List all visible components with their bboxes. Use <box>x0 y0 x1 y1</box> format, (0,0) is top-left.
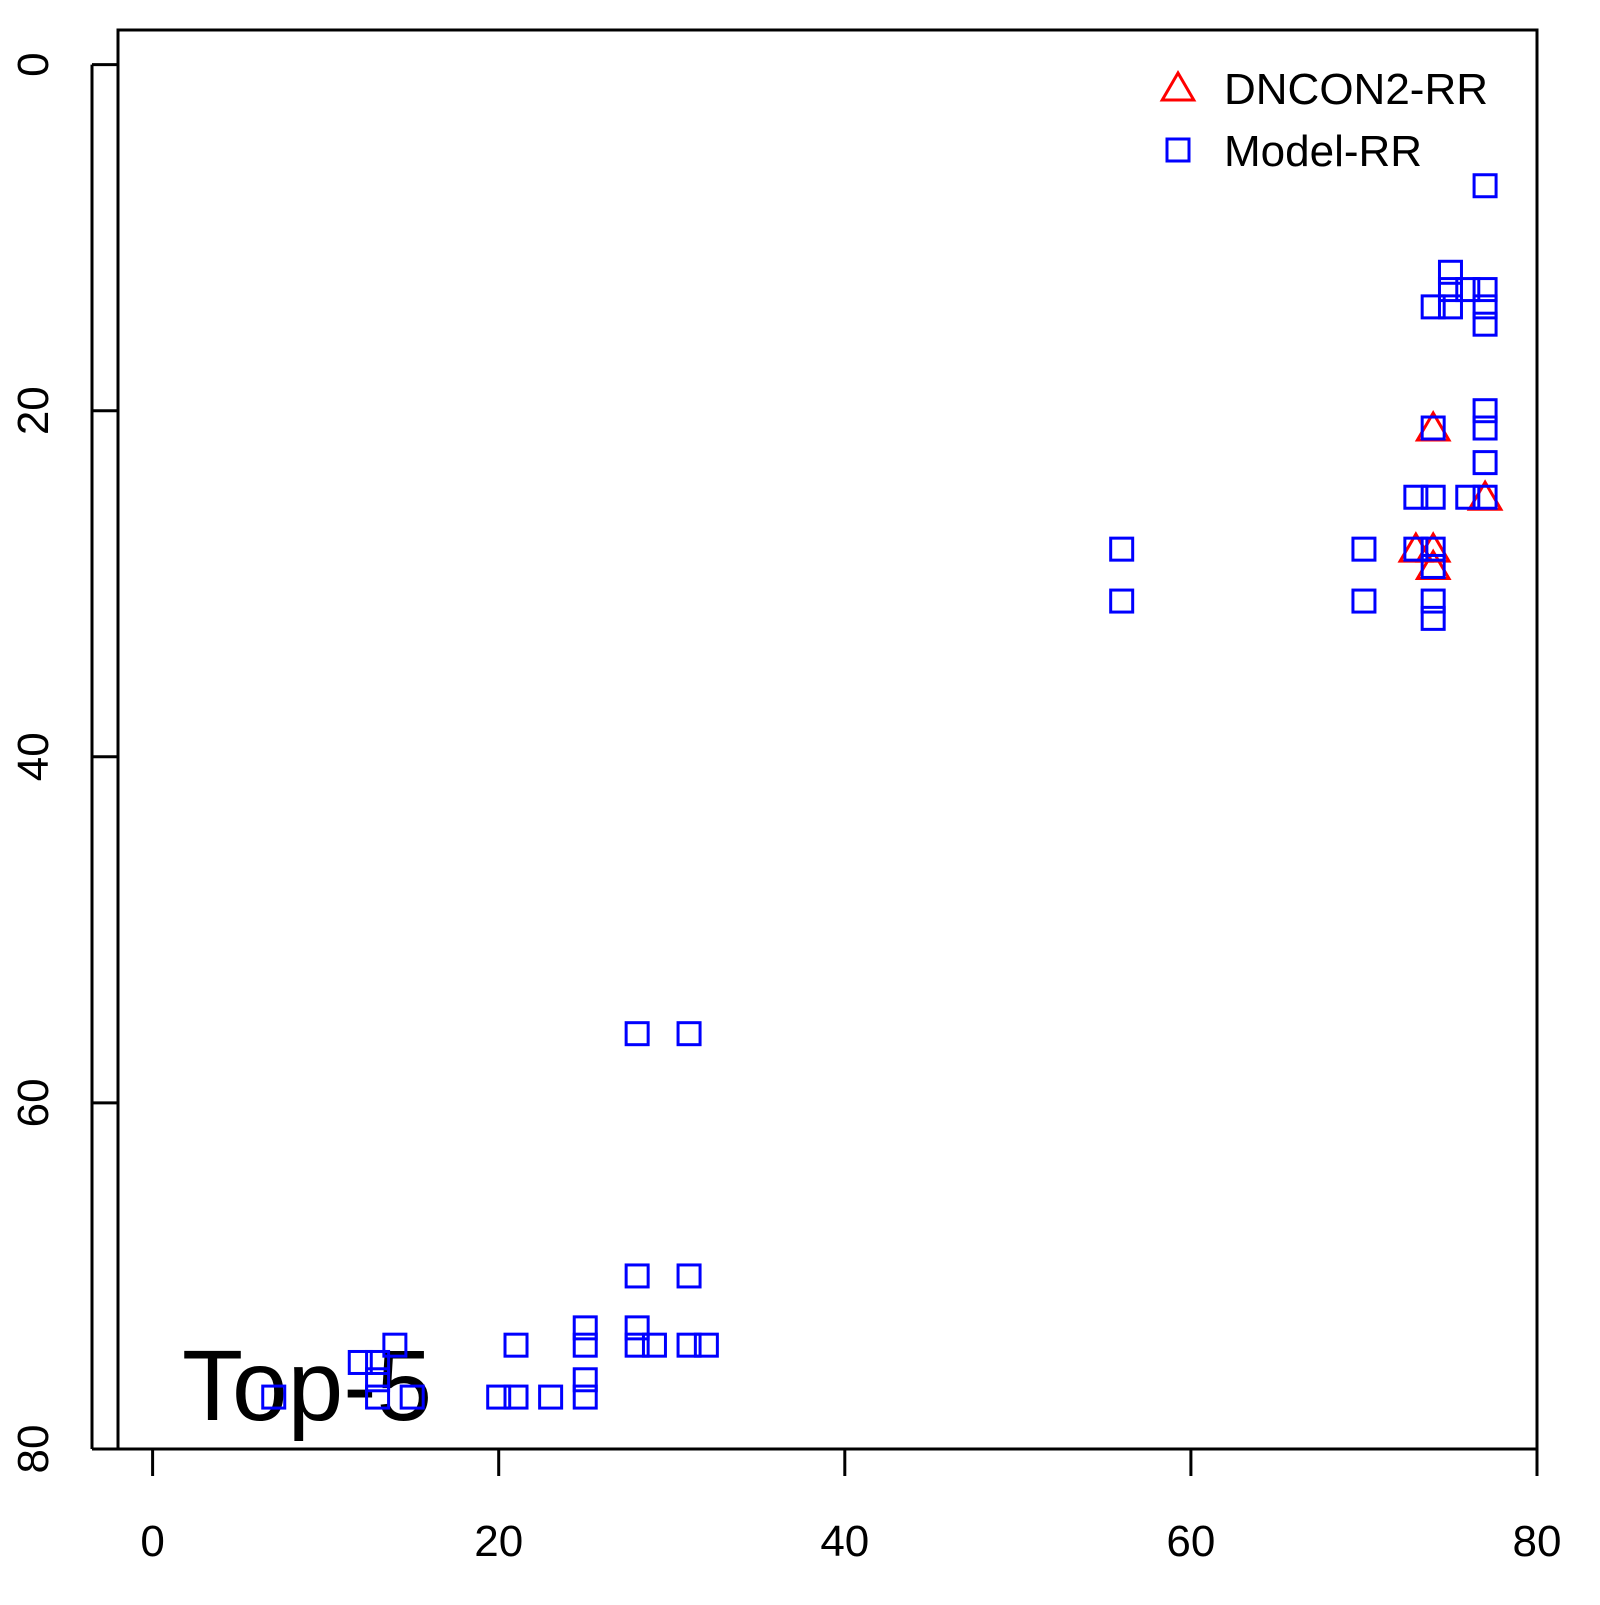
square-marker <box>1351 536 1377 562</box>
square-marker <box>1420 484 1446 510</box>
square-marker <box>693 1332 719 1358</box>
x-tick-label: 60 <box>1166 1517 1215 1566</box>
square-marker <box>1437 294 1463 320</box>
square-marker <box>1420 294 1446 320</box>
x-tick-label: 40 <box>820 1517 869 1566</box>
square-marker <box>1420 605 1446 631</box>
y-tick-label: 20 <box>9 386 58 435</box>
square-marker <box>1403 484 1429 510</box>
legend-label: DNCON2-RR <box>1224 65 1488 114</box>
square-marker <box>1472 415 1498 441</box>
y-tick-label: 80 <box>9 1425 58 1474</box>
x-tick-label: 20 <box>474 1517 523 1566</box>
y-tick-label: 60 <box>9 1078 58 1127</box>
square-marker <box>572 1384 598 1410</box>
square-marker <box>1420 415 1446 441</box>
square-marker <box>572 1315 598 1341</box>
legend-label: Model-RR <box>1224 127 1422 176</box>
legend-marker <box>1165 137 1191 163</box>
square-marker <box>382 1332 408 1358</box>
plot-box <box>116 28 1539 1451</box>
square-marker <box>624 1021 650 1047</box>
square-marker <box>1472 398 1498 424</box>
square-marker <box>1109 536 1135 562</box>
square-marker <box>503 1384 529 1410</box>
square-marker <box>1351 588 1377 614</box>
square-marker <box>676 1332 702 1358</box>
square-marker <box>1420 536 1446 562</box>
x-tick-label: 80 <box>1513 1517 1562 1566</box>
square-marker <box>624 1315 650 1341</box>
square-marker <box>503 1332 529 1358</box>
square-marker <box>1472 484 1498 510</box>
x-tick-label: 0 <box>140 1517 164 1566</box>
square-marker <box>624 1263 650 1289</box>
square-marker <box>1109 588 1135 614</box>
square-marker <box>365 1384 391 1410</box>
square-marker <box>676 1021 702 1047</box>
square-marker <box>347 1349 373 1375</box>
square-marker <box>1472 450 1498 476</box>
square-marker <box>1403 536 1429 562</box>
annotation: Top-5 <box>182 1330 432 1442</box>
square-marker <box>1472 277 1498 303</box>
square-marker <box>486 1384 512 1410</box>
square-marker <box>676 1263 702 1289</box>
square-marker <box>572 1332 598 1358</box>
square-marker <box>1437 277 1463 303</box>
square-marker <box>365 1349 391 1375</box>
square-marker <box>1455 484 1481 510</box>
square-marker <box>1455 277 1481 303</box>
y-tick-label: 0 <box>9 52 58 76</box>
square-marker <box>538 1384 564 1410</box>
y-tick-label: 40 <box>9 732 58 781</box>
square-marker <box>1472 173 1498 199</box>
legend-marker <box>1159 70 1197 102</box>
square-marker <box>1420 553 1446 579</box>
square-marker <box>261 1384 287 1410</box>
square-marker <box>624 1332 650 1358</box>
square-marker <box>572 1367 598 1393</box>
square-marker <box>1472 311 1498 337</box>
square-marker <box>1420 588 1446 614</box>
square-marker <box>1437 259 1463 285</box>
square-marker <box>399 1384 425 1410</box>
square-marker <box>641 1332 667 1358</box>
square-marker <box>365 1367 391 1393</box>
square-marker <box>1472 294 1498 320</box>
